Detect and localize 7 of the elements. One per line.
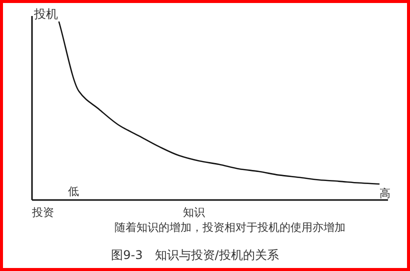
xlabel: 知识	[183, 206, 205, 219]
annotation: 随着知识的增加，投资相对于投机的使用亦增加	[114, 221, 346, 234]
title: 图9-3 知识与投资/投机的关系	[111, 248, 279, 262]
annotation: 投资	[32, 206, 54, 219]
annotation: 低	[68, 185, 79, 198]
ylabel: 投机	[34, 7, 58, 21]
annotation: 高	[380, 187, 390, 200]
